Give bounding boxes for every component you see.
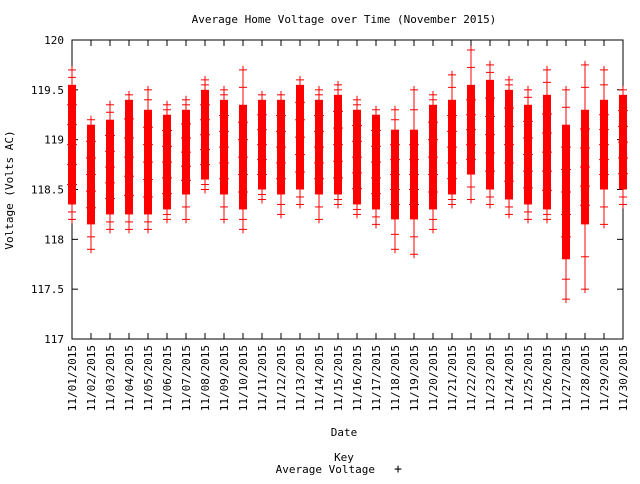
x-tick-label-14: 11/15/2015: [332, 345, 345, 411]
plot-area: 117 117.5 118 118.5 119 119.5 120 11/01/2015 11/…: [31, 34, 630, 411]
y-tick-label-6: 120: [44, 34, 64, 47]
y-tick-label-3: 118.5: [31, 184, 64, 197]
x-tick-label-29: 11/30/2015: [617, 345, 630, 411]
x-tick-label-2: 11/03/2015: [104, 345, 117, 411]
x-tick-label-28: 11/29/2015: [598, 345, 611, 411]
x-tick-label-4: 11/05/2015: [142, 345, 155, 411]
x-tick-label-6: 11/07/2015: [180, 345, 193, 411]
x-tick-label-19: 11/20/2015: [427, 345, 440, 411]
x-tick-label-9: 11/10/2015: [237, 345, 250, 411]
x-tick-label-27: 11/28/2015: [579, 345, 592, 411]
x-tick-label-26: 11/27/2015: [560, 345, 573, 411]
x-tick-label-16: 11/17/2015: [370, 345, 383, 411]
x-tick-label-21: 11/22/2015: [465, 345, 478, 411]
plot-frame: [71, 39, 624, 340]
x-tick-label-7: 11/08/2015: [199, 345, 212, 411]
x-tick-label-10: 11/11/2015: [256, 345, 269, 411]
x-tick-label-24: 11/25/2015: [522, 345, 535, 411]
y-tick-label-1: 117.5: [31, 283, 64, 296]
x-tick-label-18: 11/19/2015: [408, 345, 421, 411]
x-tick-label-11: 11/12/2015: [275, 345, 288, 411]
x-tick-label-20: 11/21/2015: [446, 345, 459, 411]
x-tick-label-12: 11/13/2015: [294, 345, 307, 411]
x-tick-label-23: 11/24/2015: [503, 345, 516, 411]
legend-title: Key: [334, 451, 354, 464]
chart-title: Average Home Voltage over Time (November…: [192, 13, 497, 26]
x-tick-label-5: 11/06/2015: [161, 345, 174, 411]
x-tick-label-15: 11/16/2015: [351, 345, 364, 411]
y-tick-label-4: 119: [44, 134, 64, 147]
y-tick-label-0: 117: [44, 333, 64, 346]
x-tick-label-1: 11/02/2015: [85, 345, 98, 411]
x-tick-label-17: 11/18/2015: [389, 345, 402, 411]
legend-series-label: Average Voltage: [276, 463, 375, 476]
y-axis-label: Voltage (Volts AC): [3, 130, 16, 249]
x-tick-label-8: 11/09/2015: [218, 345, 231, 411]
x-tick-label-22: 11/23/2015: [484, 345, 497, 411]
y-tick-label-5: 119.5: [31, 84, 64, 97]
x-tick-label-13: 11/14/2015: [313, 345, 326, 411]
y-tick-label-2: 118: [44, 233, 64, 246]
legend-marker: +: [394, 462, 402, 477]
x-axis-label: Date: [331, 426, 358, 439]
x-tick-label-25: 11/26/2015: [541, 345, 554, 411]
x-tick-label-0: 11/01/2015: [66, 345, 79, 411]
x-tick-label-3: 11/04/2015: [123, 345, 136, 411]
